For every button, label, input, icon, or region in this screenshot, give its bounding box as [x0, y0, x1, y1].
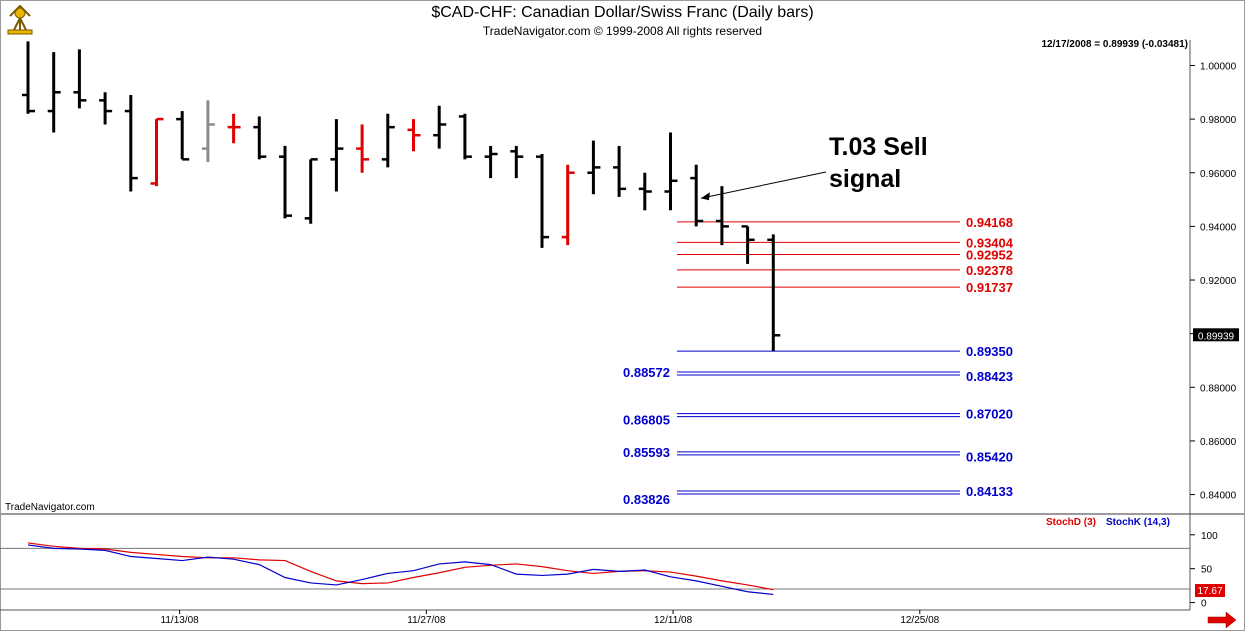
stoch-d-line — [27, 542, 774, 591]
price-tick-label: 0.88000 — [1200, 383, 1237, 394]
price-bar — [150, 117, 164, 187]
price-tick-label: 0.94000 — [1200, 222, 1237, 233]
price-bar — [715, 186, 729, 246]
watermark: TradeNavigator.com — [5, 502, 95, 513]
price-bar — [47, 52, 61, 133]
price-bar — [279, 145, 292, 219]
stoch-k-line — [27, 544, 774, 596]
price-bar — [458, 113, 472, 160]
annotation-arrowhead-icon — [700, 192, 710, 201]
price-bar — [253, 116, 267, 160]
stoch-tick-label: 0 — [1201, 599, 1207, 610]
trade-navigator-logo-icon — [7, 4, 33, 35]
price-bar — [664, 132, 678, 211]
level-label: 0.85420 — [966, 449, 1013, 464]
annotation-line-2: signal — [829, 165, 901, 193]
price-bars — [22, 41, 781, 352]
level-label: 0.91737 — [966, 280, 1013, 295]
price-bar — [73, 49, 87, 109]
price-tick-label: 0.84000 — [1200, 491, 1237, 502]
stoch-last-value-box — [1195, 584, 1225, 597]
stoch-tick-label: 100 — [1201, 531, 1218, 542]
chart-subtitle: TradeNavigator.com © 1999-2008 All right… — [482, 24, 763, 38]
time-tick-label: 12/25/08 — [900, 615, 939, 626]
price-bar — [124, 94, 138, 192]
price-bar — [433, 105, 447, 149]
price-bar — [201, 100, 215, 163]
price-tick-label: 1.00000 — [1200, 61, 1237, 72]
price-bar — [356, 124, 370, 173]
last-bar-info: 12/17/2008 = 0.89939 (-0.03481) — [1041, 39, 1188, 50]
chart-title: $CAD-CHF: Canadian Dollar/Swiss Franc (D… — [431, 4, 814, 21]
level-label: 0.92378 — [966, 263, 1013, 278]
time-tick-label: 11/27/08 — [407, 615, 446, 626]
price-bar — [227, 113, 241, 144]
last-price-box — [1193, 328, 1239, 342]
price-bar — [381, 113, 395, 168]
price-bar — [536, 153, 549, 248]
stoch-reference-lines — [0, 547, 1190, 590]
level-label: 0.94168 — [966, 215, 1013, 230]
stoch-axis: 100 50 0 — [1190, 531, 1218, 610]
price-bar — [767, 234, 781, 352]
legend-stoch-k: StochK (14,3) — [1106, 517, 1170, 528]
price-bar — [407, 119, 421, 152]
level-label: 0.86805 — [623, 412, 670, 427]
price-tick-label: 0.96000 — [1200, 169, 1237, 180]
price-axis: 1.000000.980000.960000.940000.920000.900… — [1190, 61, 1237, 502]
level-label: 0.92952 — [966, 247, 1013, 262]
price-tick-label: 0.86000 — [1200, 437, 1237, 448]
price-bar — [741, 225, 755, 264]
price-bar — [613, 145, 627, 197]
price-bar — [304, 158, 318, 224]
level-label: 0.88572 — [623, 365, 670, 380]
price-bar — [99, 92, 113, 125]
price-tick-label: 0.92000 — [1200, 276, 1237, 287]
legend-stoch-d: StochD (3) — [1046, 517, 1096, 528]
time-tick-label: 11/13/08 — [161, 615, 200, 626]
sell-signal-annotation: T.03 Sell signal — [700, 133, 928, 201]
price-bar — [510, 145, 524, 179]
price-bar — [638, 172, 652, 211]
level-label: 0.88423 — [966, 369, 1013, 384]
level-label: 0.85593 — [623, 445, 670, 460]
stoch-tick-label: 50 — [1201, 565, 1213, 576]
price-bar — [690, 164, 704, 227]
price-bar — [561, 164, 575, 246]
level-label: 0.89350 — [966, 344, 1013, 359]
price-bar — [484, 145, 498, 179]
level-label: 0.87020 — [966, 407, 1013, 422]
price-bar — [587, 140, 601, 195]
price-bar — [176, 111, 190, 161]
stoch-last-value-label: 17.67 — [1197, 586, 1222, 597]
time-axis: 11/13/08 11/27/08 12/11/08 12/25/08 — [161, 610, 940, 626]
annotation-arrow — [700, 171, 827, 199]
last-price-label: 0.89939 — [1198, 331, 1235, 342]
price-bar — [22, 41, 35, 114]
level-label: 0.84133 — [966, 484, 1013, 499]
annotation-line-1: T.03 Sell — [829, 133, 928, 161]
scroll-right-arrow-icon[interactable] — [1207, 611, 1237, 629]
time-tick-label: 12/11/08 — [654, 615, 693, 626]
price-tick-label: 0.98000 — [1200, 115, 1237, 126]
level-label: 0.93404 — [966, 235, 1014, 250]
level-label: 0.83826 — [623, 492, 670, 507]
price-bar — [330, 119, 344, 192]
